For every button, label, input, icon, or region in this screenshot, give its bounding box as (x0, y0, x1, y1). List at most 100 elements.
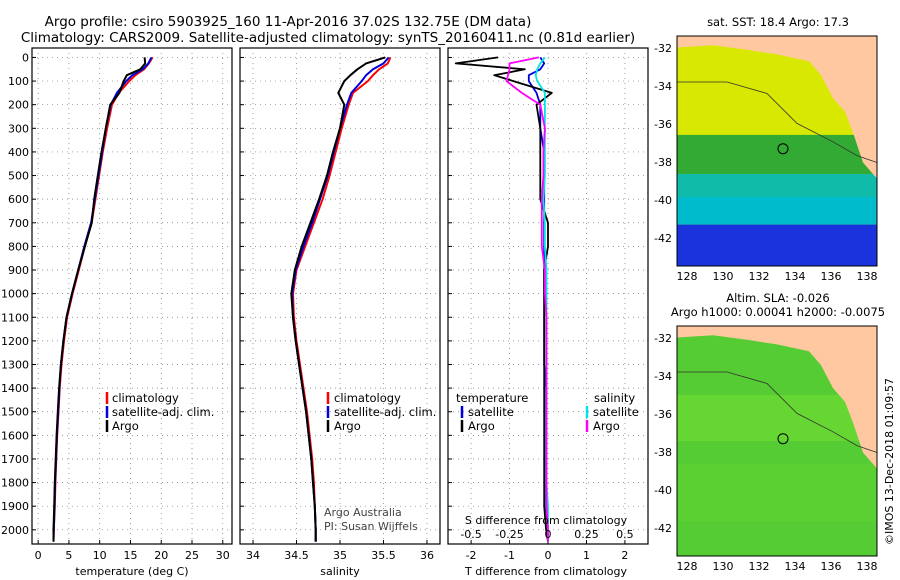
map-contour (677, 371, 878, 453)
map-lon-tick: 132 (749, 560, 770, 573)
map-lon-tick: 138 (857, 560, 878, 573)
sst-map-title: sat. SST: 18.4 Argo: 17.3 (707, 15, 849, 29)
temperature-panel-frame (31, 47, 233, 545)
s-difference-label: S difference from climatology (465, 514, 628, 527)
salinity-x-tick-label: 34.5 (284, 549, 309, 562)
depth-tick-label: 400 (8, 146, 29, 159)
series-argo (52, 57, 147, 542)
profile-series (52, 56, 553, 542)
map-lat-tick: -42 (654, 522, 672, 535)
legend-label-satellite: satellite-adj. clim. (112, 405, 214, 419)
map-lon-tick: 132 (749, 270, 770, 283)
depth-tick-label: 1200 (1, 335, 29, 348)
series-climatology (52, 56, 154, 542)
temperature-x-tick-label: 0 (35, 549, 42, 562)
sst-map (676, 35, 878, 267)
depth-tick-label: 1400 (1, 382, 29, 395)
map-lon-tick: 130 (713, 270, 734, 283)
map-band (677, 224, 877, 266)
sla-map-title2: Argo h1000: 0.00041 h2000: -0.0075 (671, 305, 885, 319)
map-lon-tick: 136 (821, 270, 842, 283)
series-argo (505, 56, 549, 542)
map-band (677, 395, 877, 441)
depth-tick-label: 1000 (1, 288, 29, 301)
depth-tick-label: 1500 (1, 406, 29, 419)
map-lat-tick: -38 (654, 156, 672, 169)
salinity-panel-frame (239, 47, 441, 545)
series-climatology (292, 57, 392, 542)
depth-tick-label: 100 (8, 75, 29, 88)
map-frame (676, 325, 878, 557)
depth-tick-label: 1800 (1, 477, 29, 490)
temperature-x-tick-label: 10 (93, 549, 107, 562)
map-lat-tick: -42 (654, 232, 672, 245)
depth-tick-label: 1100 (1, 311, 29, 324)
salinity-xlabel: salinity (320, 565, 360, 578)
difference-x-tick-label: 1 (583, 549, 590, 562)
map-band (677, 197, 877, 225)
depth-axis: 0 100 200 300 400 500 600 700 800 900 1000 1100 1200… (1, 51, 29, 536)
map-lon-tick: 128 (677, 560, 698, 573)
map-lon-tick: 136 (821, 560, 842, 573)
map-lat-tick: -40 (654, 484, 672, 497)
profile-location-marker (777, 143, 789, 155)
map-lat-tick: -36 (654, 408, 672, 421)
salinity-legend: climatology satellite-adj. clim. Argo Ar… (324, 391, 436, 533)
legend-label-s-argo: Argo (593, 419, 620, 433)
difference-x-tick-label: -1 (504, 549, 515, 562)
map-band (677, 134, 877, 174)
depth-tick-label: 700 (8, 217, 29, 230)
legend-label-climatology: climatology (112, 391, 179, 405)
depth-tick-label: 1300 (1, 358, 29, 371)
depth-tick-label: 0 (22, 51, 29, 64)
temperature-x-tick-label: 20 (154, 549, 168, 562)
s-diff-tick-label: -0.5 (460, 528, 481, 541)
legend-temperature-title: temperature (456, 391, 528, 405)
legend-label-t-satellite: satellite (468, 405, 514, 419)
temperature-legend: climatology satellite-adj. clim. Argo (105, 391, 214, 433)
map-lon-tick: 130 (713, 560, 734, 573)
difference-x-tick-label: 2 (621, 549, 628, 562)
legend-label-argo: Argo (334, 419, 361, 433)
legend-label-argo: Argo (112, 419, 139, 433)
depth-tick-label: 2000 (1, 524, 29, 537)
legend-label-s-satellite: satellite (593, 405, 639, 419)
map-land (677, 36, 877, 179)
series-argo (454, 56, 553, 542)
s-diff-tick-label: -0.25 (495, 528, 523, 541)
map-lat-tick: -36 (654, 118, 672, 131)
map-lon-tick: 138 (857, 270, 878, 283)
depth-tick-label: 500 (8, 170, 29, 183)
s-diff-tick-label: 0.5 (616, 528, 634, 541)
map-lon-tick: 134 (785, 560, 806, 573)
x-tick-labels: 0 5 10 15 20 25 30 34 34.5 35 35.5 36 -2 -1 0 1 2 -0.5 -0.… (35, 528, 634, 562)
salinity-x-tick-label: 35.5 (371, 549, 396, 562)
map-lat-tick: -38 (654, 446, 672, 459)
map-lat-tick: -34 (654, 80, 672, 93)
series-argo (290, 56, 386, 542)
difference-panel-frame (447, 47, 649, 545)
depth-tick-label: 600 (8, 193, 29, 206)
salinity-x-tick-label: 35 (333, 549, 347, 562)
salinity-x-tick-label: 34 (246, 549, 260, 562)
temperature-x-tick-label: 30 (216, 549, 230, 562)
title-line1: Argo profile: csiro 5903925_160 11-Apr-2… (45, 14, 532, 30)
temperature-x-tick-label: 5 (65, 549, 72, 562)
map-lon-tick: 134 (785, 270, 806, 283)
map-band (677, 174, 877, 197)
legend-label-climatology: climatology (334, 391, 401, 405)
depth-tick-label: 1900 (1, 500, 29, 513)
map-lat-tick: -32 (654, 42, 672, 55)
map-lat-tick: -32 (654, 332, 672, 345)
difference-x-tick-label: 0 (545, 549, 552, 562)
depth-tick-label: 900 (8, 264, 29, 277)
sla-map (676, 325, 878, 557)
map-frame (676, 35, 878, 267)
difference-legend: temperature satellite Argo salinity sate… (456, 391, 639, 433)
map-band (677, 464, 877, 522)
panel-gridlines (32, 48, 648, 544)
map-land (677, 326, 877, 469)
map-contour (677, 81, 878, 163)
map-lon-tick: 128 (677, 270, 698, 283)
